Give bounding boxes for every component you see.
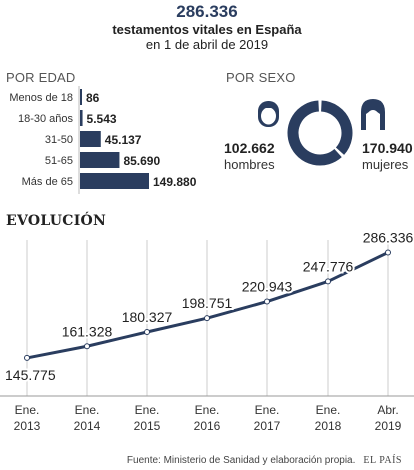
x-tick-label-line2: 2019	[375, 419, 402, 433]
evolution-value-label: 198.751	[182, 295, 233, 311]
x-tick-label-line2: 2017	[254, 419, 281, 433]
x-tick-label-line2: 2016	[194, 419, 221, 433]
evolution-point	[84, 343, 90, 350]
sex-section-title: POR SEXO	[226, 70, 296, 85]
evolution-value-label-halo: 145.775	[5, 367, 56, 383]
woman-head-icon	[361, 99, 385, 130]
age-value-label: 86	[86, 91, 100, 105]
x-tick-label-line1: Abr.	[377, 403, 398, 417]
x-tick-label-line1: Ene.	[15, 403, 40, 417]
age-bar	[80, 173, 149, 189]
evolution-value-label: 286.336	[363, 229, 414, 245]
sex-donut-slice	[320, 100, 353, 155]
x-tick-label-line2: 2013	[14, 419, 41, 433]
evolution-title: EVOLUCIÓN	[6, 213, 107, 229]
evolution-point	[325, 278, 331, 285]
age-category-label: 51-65	[45, 155, 73, 167]
evolution-point	[144, 329, 150, 336]
x-tick-label-line1: Ene.	[195, 403, 220, 417]
source-credit: Fuente: Ministerio de Sanidad y elaborac…	[127, 455, 402, 466]
age-bar	[80, 110, 83, 126]
x-tick-label-line2: 2015	[134, 419, 161, 433]
evolution-value-label-halo: 180.327	[122, 309, 173, 325]
age-category-label: Menos de 18	[9, 92, 73, 104]
age-bar	[80, 131, 101, 147]
evolution-point	[204, 315, 210, 322]
x-tick-label-line2: 2014	[74, 419, 101, 433]
age-value-label: 45.137	[105, 133, 142, 147]
evolution-value-label: 220.943	[242, 279, 293, 295]
x-tick-label-line1: Ene.	[135, 403, 160, 417]
header-subtitle-line2: en 1 de abril de 2019	[145, 37, 269, 52]
evolution-value-label: 161.328	[62, 323, 113, 339]
evolution-point	[24, 354, 30, 361]
x-tick-label-line1: Ene.	[75, 403, 100, 417]
age-bar	[80, 152, 120, 168]
age-value-label: 85.690	[123, 154, 160, 168]
evolution-value-label-halo: 161.328	[62, 323, 113, 339]
age-category-label: 31-50	[45, 134, 73, 146]
evolution-point	[385, 249, 391, 256]
age-section-title: POR EDAD	[6, 70, 76, 85]
men-category-label: hombres	[224, 157, 275, 172]
men-value-label: 102.662	[224, 140, 275, 156]
source-text: Fuente: Ministerio de Sanidad y elaborac…	[126, 455, 356, 466]
evolution-value-label: 145.775	[5, 367, 56, 383]
women-value-label: 170.940	[362, 140, 413, 156]
age-category-label: Más de 65	[22, 176, 73, 188]
age-value-label: 5.543	[87, 112, 117, 126]
evolution-value-label-halo: 247.776	[303, 258, 354, 274]
age-bar	[80, 89, 82, 105]
evolution-value-label-halo: 198.751	[182, 295, 233, 311]
header-total: 286.336	[176, 2, 238, 21]
age-value-label: 149.880	[153, 175, 197, 189]
evolution-value-label: 247.776	[303, 258, 354, 274]
brand-label: EL PAÍS	[363, 455, 402, 466]
evolution-value-label-halo: 220.943	[242, 279, 293, 295]
x-tick-label-line2: 2018	[315, 419, 342, 433]
x-tick-label-line1: Ene.	[316, 403, 341, 417]
evolution-value-label: 180.327	[122, 309, 173, 325]
evolution-line-chart: 145.775145.775161.328161.328180.327180.3…	[0, 227, 414, 433]
x-tick-label-line1: Ene.	[255, 403, 280, 417]
sex-donut-slice	[287, 100, 342, 166]
age-category-label: 18-30 años	[18, 113, 74, 125]
evolution-point	[264, 298, 270, 305]
women-category-label: mujeres	[362, 157, 409, 172]
age-bar-chart: Menos de 18 86 18-30 años 5.543 31-50 45.137 5…	[9, 86, 197, 194]
evolution-value-label-halo: 286.336	[363, 229, 414, 245]
header-subtitle-line1: testamentos vitales en España	[112, 22, 302, 37]
man-head-icon	[258, 101, 279, 127]
